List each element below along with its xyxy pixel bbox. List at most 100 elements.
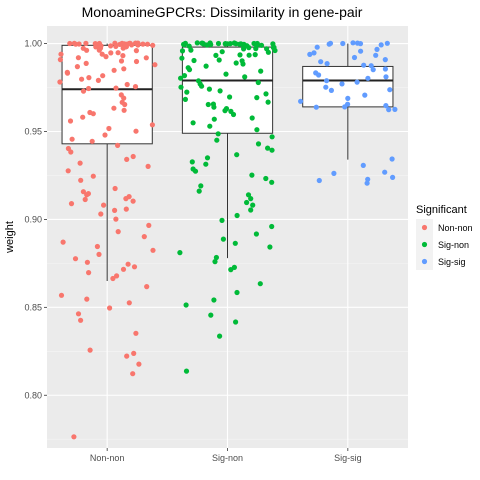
data-point (254, 127, 260, 133)
data-point (342, 104, 348, 110)
data-point (298, 98, 304, 104)
data-point (272, 47, 278, 54)
data-point (387, 87, 393, 93)
data-point (383, 103, 389, 109)
data-point (370, 67, 376, 73)
data-point (354, 79, 360, 85)
data-point (382, 66, 388, 72)
data-point (68, 201, 75, 207)
y-tick-label: 0.90 (24, 214, 42, 224)
data-point (99, 51, 105, 57)
data-point (233, 319, 239, 325)
data-point (124, 156, 130, 162)
data-point (122, 101, 128, 108)
legend-label: Sig-sig (438, 257, 466, 267)
data-point (101, 202, 107, 208)
data-point (130, 153, 136, 160)
data-point (130, 198, 136, 204)
data-point (94, 243, 100, 250)
data-point (124, 81, 130, 88)
data-point (368, 63, 374, 69)
data-point (205, 101, 211, 108)
data-point (125, 261, 131, 267)
data-point (120, 266, 127, 272)
data-point (350, 40, 356, 46)
data-point (269, 134, 275, 140)
data-point (365, 75, 371, 81)
data-point (339, 81, 345, 87)
data-point (328, 87, 334, 93)
data-point (57, 79, 63, 85)
legend-label: Sig-non (438, 240, 469, 250)
data-point (71, 434, 77, 440)
data-point (133, 48, 139, 54)
data-point (121, 107, 127, 113)
data-point (237, 52, 243, 58)
data-point (71, 40, 77, 46)
data-point (132, 84, 139, 90)
data-point (110, 275, 116, 282)
data-point (77, 160, 83, 166)
data-point (265, 145, 271, 151)
data-point (68, 149, 74, 155)
data-point (133, 330, 139, 336)
data-point (198, 183, 204, 189)
data-point (378, 42, 384, 48)
points-sig-non (177, 40, 278, 374)
data-point (179, 55, 185, 61)
y-tick-label: 0.85 (24, 302, 42, 312)
chart-title: MonoamineGPCRs: Dissimilarity in gene-pa… (82, 4, 363, 20)
data-point (340, 40, 346, 47)
data-point (113, 85, 119, 91)
data-point (84, 296, 90, 302)
data-point (227, 94, 233, 100)
data-point (207, 123, 213, 129)
data-point (83, 60, 89, 66)
data-point (255, 79, 261, 86)
data-point (80, 114, 86, 120)
data-point (222, 108, 228, 114)
data-point (100, 73, 106, 79)
legend-key (421, 224, 428, 231)
data-point (183, 368, 190, 374)
y-tick-label: 0.95 (24, 127, 42, 137)
data-point (220, 236, 226, 242)
data-point (211, 104, 217, 110)
data-point (57, 57, 64, 63)
data-point (253, 46, 259, 52)
data-point (76, 41, 82, 47)
data-point (179, 48, 186, 54)
data-point (382, 57, 388, 63)
data-point (58, 51, 64, 57)
data-point (316, 72, 322, 78)
data-point (252, 52, 258, 58)
data-point (181, 42, 187, 48)
points-sig-sig (298, 40, 398, 186)
data-point (130, 371, 136, 377)
data-point (203, 63, 209, 69)
data-point (364, 180, 370, 186)
data-point (365, 176, 371, 182)
data-point (115, 229, 121, 235)
data-point (136, 361, 142, 367)
data-point (249, 172, 255, 178)
data-point (311, 50, 317, 56)
data-point (374, 46, 380, 53)
data-point (181, 73, 188, 79)
data-point (111, 67, 117, 73)
data-point (234, 152, 240, 158)
data-point (188, 47, 194, 53)
data-point (234, 212, 240, 219)
data-point (361, 62, 367, 68)
data-point (80, 189, 86, 195)
data-point (228, 267, 234, 273)
data-point (324, 61, 330, 67)
data-point (133, 128, 139, 134)
legend-item-sig-non: Sig-non (416, 236, 469, 253)
data-point (255, 141, 262, 147)
data-point (74, 64, 80, 70)
data-point (242, 74, 248, 80)
data-point (217, 88, 223, 94)
legend-label: Non-non (438, 223, 473, 233)
data-point (80, 88, 87, 94)
